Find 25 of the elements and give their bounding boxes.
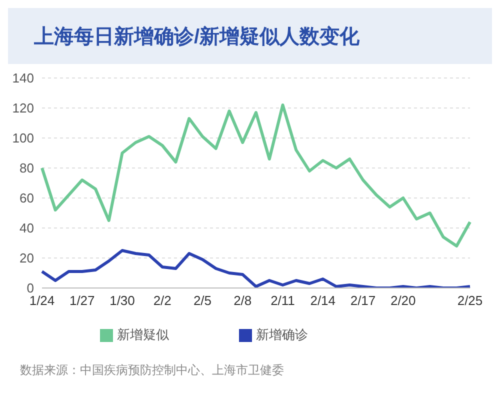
y-tick-label: 80 xyxy=(20,160,34,176)
x-tick-label: 2/17 xyxy=(350,293,376,308)
y-tick-label: 120 xyxy=(12,100,34,116)
x-tick-label: 2/20 xyxy=(390,293,416,308)
y-tick-label: 40 xyxy=(20,220,34,236)
x-tick-label: 1/27 xyxy=(69,293,95,308)
y-tick-label: 100 xyxy=(12,130,34,146)
line-series xyxy=(40,104,472,248)
y-tick-label: 0 xyxy=(26,280,34,296)
line-series xyxy=(40,249,472,288)
source-note: 数据来源：中国疾病预防控制中心、上海市卫健委 xyxy=(20,362,284,379)
y-tick-label: 140 xyxy=(12,70,34,86)
x-tick-label: 2/25 xyxy=(457,293,483,308)
x-tick-label: 2/14 xyxy=(310,293,336,308)
x-tick-label: 2/2 xyxy=(153,293,172,308)
x-tick-label: 2/8 xyxy=(234,293,252,308)
y-tick-label: 20 xyxy=(20,250,34,266)
legend-label: 新增确诊 xyxy=(256,327,308,342)
x-tick-label: 1/24 xyxy=(29,293,55,308)
x-tick-label: 2/11 xyxy=(270,293,295,308)
chart-title: 上海每日新增确诊/新增疑似人数变化 xyxy=(34,24,360,50)
legend-label: 新增疑似 xyxy=(117,327,169,342)
y-tick-label: 60 xyxy=(20,190,34,206)
x-tick-label: 2/5 xyxy=(193,293,212,308)
x-tick-label: 1/30 xyxy=(110,293,135,308)
